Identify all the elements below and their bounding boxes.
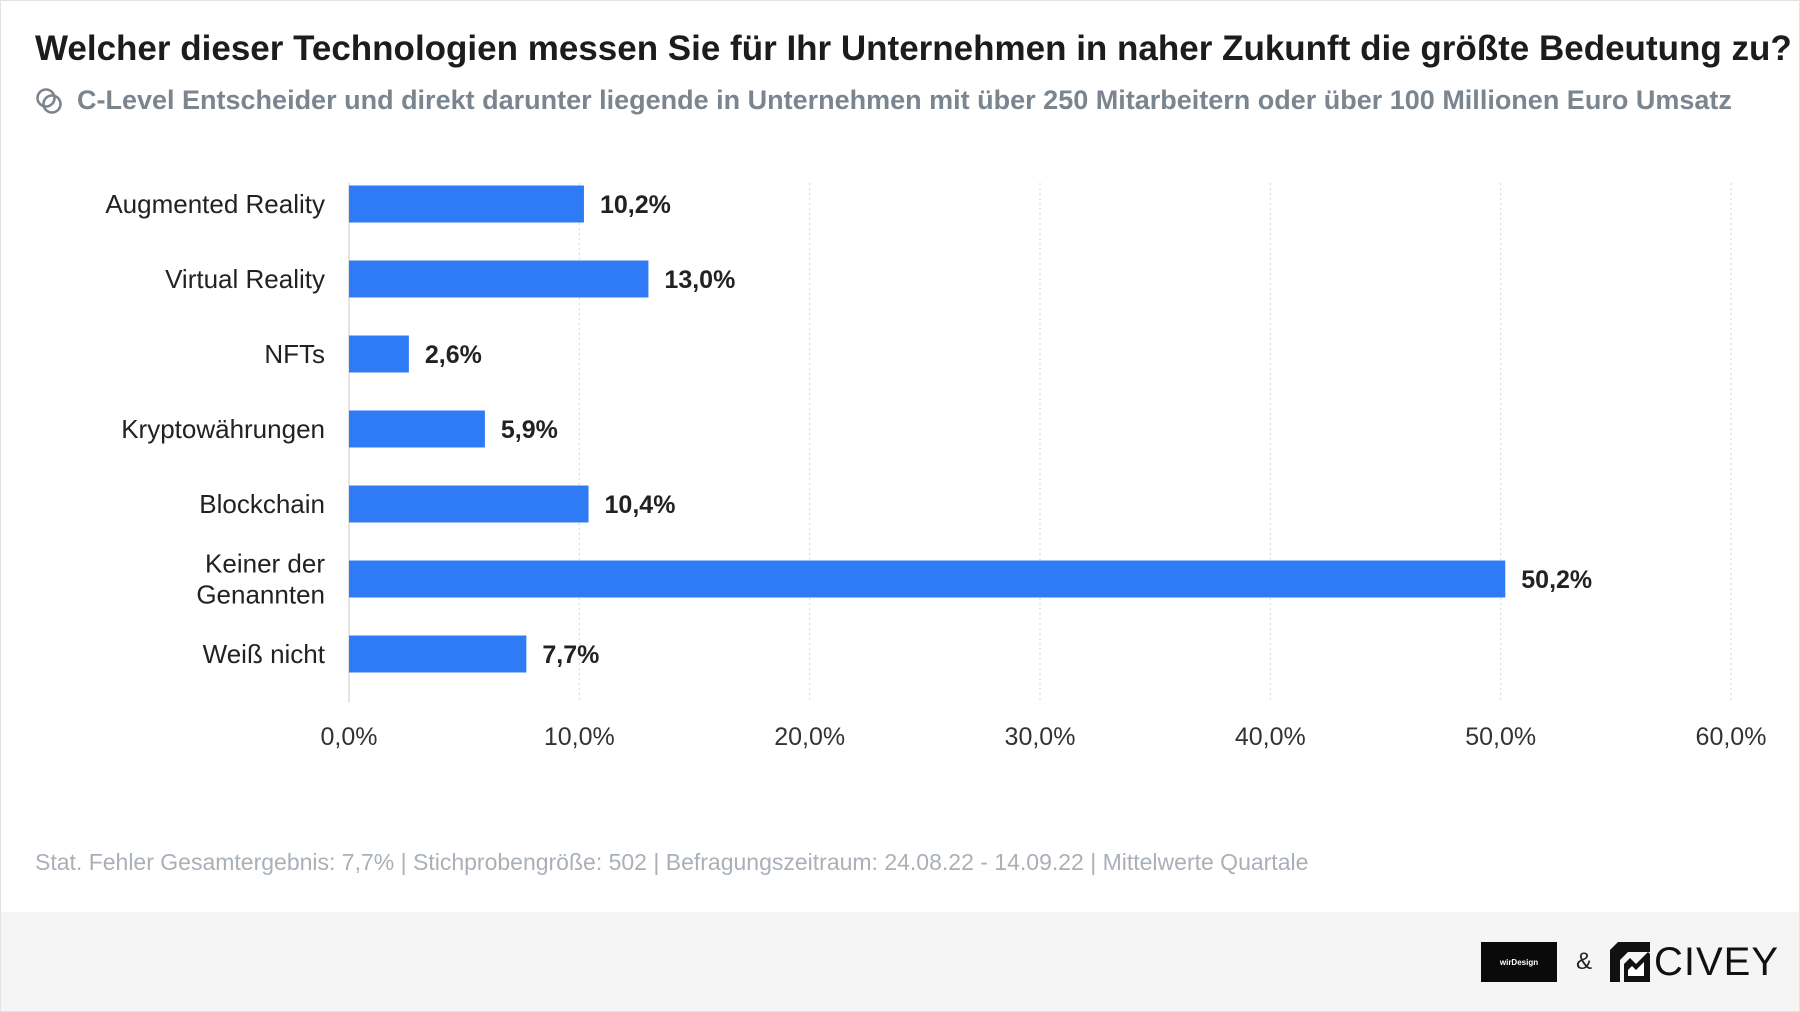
category-label: Genannten (196, 580, 325, 610)
footer-bar: wirDesign & CIVEY (1, 912, 1799, 1011)
category-label: Weiß nicht (203, 639, 326, 669)
x-tick-label: 20,0% (774, 723, 845, 751)
x-tick-label: 50,0% (1465, 723, 1536, 751)
value-label: 5,9% (501, 416, 558, 444)
x-tick-label: 30,0% (1005, 723, 1076, 751)
footnote: Stat. Fehler Gesamtergebnis: 7,7% | Stic… (35, 849, 1309, 875)
logo-separator: & (1576, 948, 1593, 975)
chart-subtitle: C-Level Entscheider und direkt darunter … (77, 85, 1732, 115)
category-label: Keiner der (205, 549, 325, 579)
value-label: 50,2% (1521, 566, 1592, 594)
value-label: 10,4% (605, 491, 676, 519)
bar[interactable] (349, 485, 589, 523)
bar[interactable] (349, 635, 527, 673)
audience-icon (36, 87, 62, 114)
bar[interactable] (349, 185, 584, 223)
x-axis-ticks: 0,0% 10,0% 20,0% 30,0% 40,0% 50,0% 60,0% (321, 723, 1767, 751)
bar-layer (349, 185, 1506, 673)
civey-wordmark: CIVEY (1654, 940, 1780, 984)
chart-title: Welcher dieser Technologien messen Sie f… (35, 29, 1792, 68)
category-label: Blockchain (199, 489, 325, 519)
category-labels: 10,2% Augmented Reality 13,0% Virtual Reali… (105, 189, 1592, 669)
bar[interactable] (349, 335, 409, 373)
category-label: Kryptowährungen (121, 414, 325, 444)
bar[interactable] (349, 260, 649, 298)
x-tick-label: 60,0% (1696, 723, 1767, 751)
civey-mark-icon (1610, 942, 1650, 982)
x-tick-label: 40,0% (1235, 723, 1306, 751)
category-label: NFTs (264, 339, 325, 369)
bar-chart: 10,2% Augmented Reality 13,0% Virtual Reali… (105, 183, 1767, 751)
grid-layer (578, 183, 1732, 703)
x-tick-label: 0,0% (321, 723, 378, 751)
wirdesign-logo[interactable]: wirDesign (1481, 942, 1557, 982)
bar[interactable] (349, 560, 1506, 598)
subtitle-row: C-Level Entscheider und direkt darunter … (35, 85, 1732, 116)
value-label: 10,2% (600, 191, 671, 219)
value-label: 13,0% (664, 266, 735, 294)
value-label: 2,6% (425, 341, 482, 369)
category-label: Virtual Reality (165, 264, 325, 294)
civey-logo[interactable]: CIVEY (1610, 942, 1779, 982)
value-label: 7,7% (542, 641, 599, 669)
category-label: Augmented Reality (105, 189, 325, 219)
x-tick-label: 10,0% (544, 723, 615, 751)
bar[interactable] (349, 410, 485, 448)
